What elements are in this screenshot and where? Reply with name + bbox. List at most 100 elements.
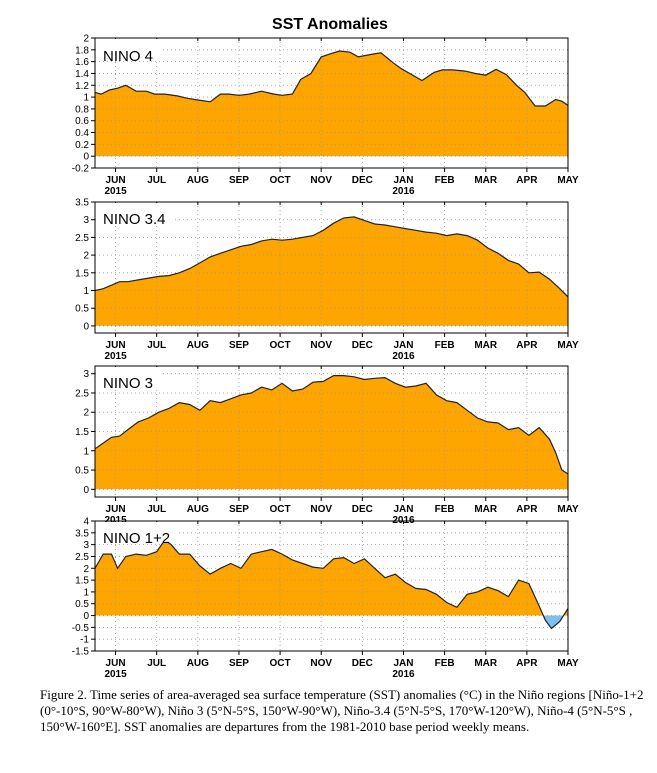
nino-4-ytick-label: 0.8 (75, 104, 89, 115)
nino-1-2-month-label: OCT (270, 658, 291, 669)
nino-4-label-background (96, 39, 161, 60)
nino-1-2-ytick-label: 3.5 (75, 528, 89, 539)
nino-3-4-label-background (96, 203, 173, 224)
nino-3-ytick-label: 2.5 (75, 388, 89, 399)
nino-3-month-label: JUL (147, 504, 166, 515)
nino-3-4-month-label: AUG (187, 340, 209, 351)
nino-1-2-month-label: NOV (310, 658, 332, 669)
nino-1-2-ytick-label: -0.5 (72, 623, 90, 634)
nino-4-ytick-label: 2 (83, 34, 89, 45)
nino-1-2-month-label: APR (516, 658, 538, 669)
nino-3-4-ytick-label: 0 (83, 321, 89, 332)
nino-4-ytick-label: -0.2 (72, 164, 90, 175)
nino-3-month-label: MAR (474, 504, 498, 515)
nino-3-4-month-label: APR (516, 340, 538, 351)
nino-3-month-label: SEP (229, 504, 249, 515)
nino-3-4-month-label: OCT (270, 340, 291, 351)
nino-3-4-ytick-label: 3 (83, 215, 89, 226)
nino-4-year-label: 2015 (104, 186, 127, 197)
nino-3-4-month-label: NOV (310, 340, 332, 351)
nino-3-4-month-label: JUN (106, 340, 126, 351)
nino-4-month-label: JUN (106, 175, 126, 186)
nino-4-month-label: JUL (147, 175, 166, 186)
nino-1-2-month-label: FEB (435, 658, 455, 669)
nino-3-4-ytick-label: 2.5 (75, 233, 89, 244)
nino-3-4-month-label: SEP (229, 340, 249, 351)
panel-nino-4: -0.200.20.40.60.811.21.41.61.82 JUN JUL AUG… (72, 34, 579, 198)
nino-3-ytick-label: 1.5 (75, 427, 89, 438)
nino-4-month-label: NOV (310, 175, 332, 186)
nino-1-2-year-label: 2016 (392, 669, 415, 680)
nino-4-positive-area (95, 51, 568, 157)
nino-1-2-negative-area (543, 615, 564, 629)
nino-3-4-label: NINO 3.4 (103, 211, 166, 228)
nino-4-ytick-label: 0.4 (75, 128, 89, 139)
nino-3-4-year-label: 2016 (392, 351, 415, 362)
nino-3-4-ytick-label: 0.5 (75, 304, 89, 315)
nino-3-ytick-label: 1 (83, 446, 89, 457)
nino-3-month-label: AUG (187, 504, 209, 515)
nino-3-ytick-label: 0 (83, 485, 89, 496)
nino-3-label: NINO 3 (103, 375, 153, 392)
nino-1-2-month-label: DEC (352, 658, 373, 669)
nino-1-2-ytick-label: 4 (83, 517, 89, 528)
nino-4-ytick-label: 1.8 (75, 45, 89, 56)
nino-3-month-label: FEB (435, 504, 455, 515)
nino-3-grid (95, 366, 568, 497)
nino-4-month-label: FEB (435, 175, 455, 186)
nino-4-grid (95, 38, 568, 168)
nino-4-month-label: SEP (229, 175, 249, 186)
nino-3-4-positive-area (95, 216, 568, 326)
nino-3-4-year-label: 2015 (104, 351, 127, 362)
nino-3-ytick-label: 2 (83, 408, 89, 419)
nino-3-4-month-label: MAR (474, 340, 498, 351)
nino-3-4-frame (94, 201, 569, 334)
nino-1-2-grid (95, 521, 568, 651)
nino-3-positive-area (95, 375, 568, 490)
nino-1-2-label: NINO 1+2 (103, 530, 170, 547)
nino-1-2-ytick-label: -1.5 (72, 647, 90, 658)
nino-4-year-label: 2016 (392, 186, 415, 197)
nino-1-2-month-label: MAY (557, 658, 579, 669)
nino-1-2-month-label: JAN (393, 658, 413, 669)
nino-4-month-label: JAN (393, 175, 413, 186)
nino-1-2-ytick-label: -1 (80, 635, 89, 646)
figure-title: SST Anomalies (272, 16, 388, 33)
nino-3-month-label: DEC (352, 504, 373, 515)
nino-3-ytick-label: 3 (83, 369, 89, 380)
nino-3-4-month-label: JAN (393, 340, 413, 351)
nino-1-2-positive-area (95, 539, 568, 616)
nino-3-4-ytick-label: 2 (83, 251, 89, 262)
nino-3-month-label: OCT (270, 504, 291, 515)
nino-4-frame (94, 37, 569, 169)
nino-1-2-ytick-label: 1.5 (75, 576, 89, 587)
nino-1-2-label-background (96, 522, 178, 543)
nino-1-2-ytick-label: 3 (83, 540, 89, 551)
nino-3-4-month-label: FEB (435, 340, 455, 351)
nino-3-month-label: JAN (393, 504, 413, 515)
nino-3-month-label: JUN (106, 504, 126, 515)
nino-4-ytick-label: 0.2 (75, 140, 89, 151)
nino-3-month-label: APR (516, 504, 538, 515)
nino-1-2-ytick-label: 1 (83, 587, 89, 598)
nino-4-ytick-label: 1.2 (75, 81, 89, 92)
nino-3-4-month-label: JUL (147, 340, 166, 351)
nino-3-series-line (95, 375, 568, 475)
nino-1-2-ytick-label: 0 (83, 611, 89, 622)
nino-4-month-label: OCT (270, 175, 291, 186)
nino-1-2-ytick-label: 2.5 (75, 552, 89, 563)
nino-3-label-background (96, 367, 161, 388)
nino-3-month-label: NOV (310, 504, 332, 515)
nino-3-ytick-label: 0.5 (75, 466, 89, 477)
nino-4-month-label: APR (516, 175, 538, 186)
nino-4-month-label: AUG (187, 175, 209, 186)
nino-4-label: NINO 4 (103, 48, 153, 65)
panel-nino-3-4: 0 0.5 1 1.5 2 2.5 3 3.5 JUN JUL AUG SEP OCT NOV DEC JAN… (75, 198, 579, 363)
panel-nino-1-2: -1.5-1-0.500.511.522.533.54 JUN JUL AUG SEP O… (72, 517, 579, 681)
nino-4-month-label: MAY (557, 175, 579, 186)
nino-3-4-ytick-label: 3.5 (75, 198, 89, 209)
nino-3-month-label: MAY (557, 504, 579, 515)
nino-4-ytick-label: 1.4 (75, 69, 89, 80)
nino-1-2-month-label: JUN (106, 658, 126, 669)
